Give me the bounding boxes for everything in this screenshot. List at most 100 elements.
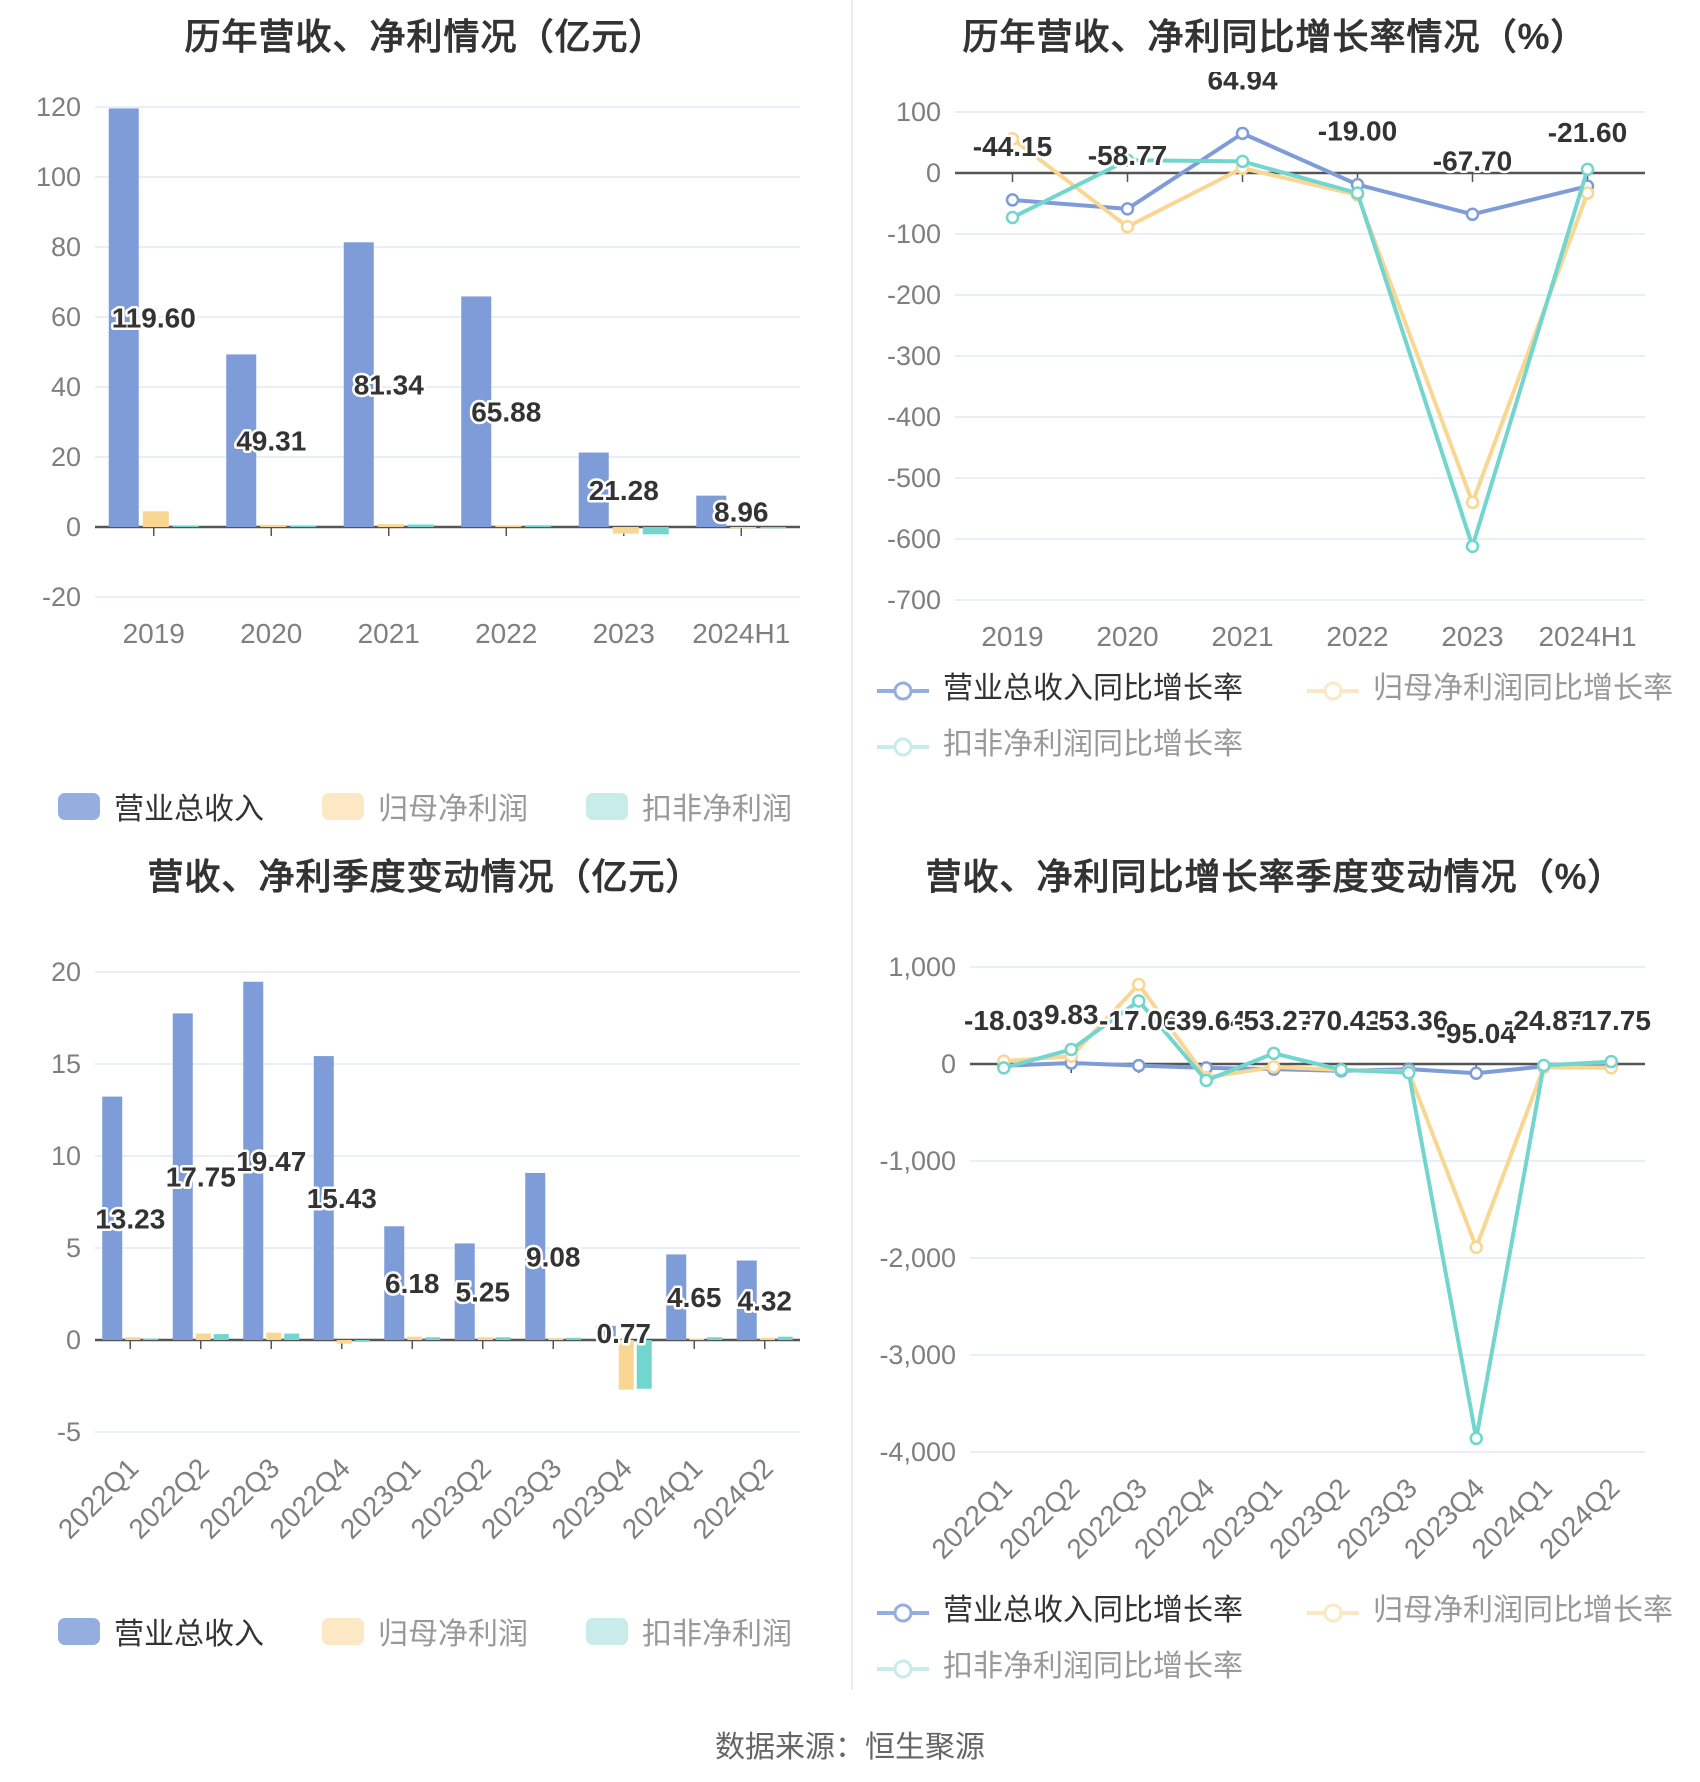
legend-label: 归母净利润 <box>378 1618 528 1651</box>
svg-text:2024H1: 2024H1 <box>692 618 790 649</box>
column-divider <box>851 0 853 1690</box>
bar-series-1 <box>125 1332 775 1390</box>
x-axis-labels: 2019 2020 2021 2022 2023 2024H1 <box>123 618 791 649</box>
gridlines-and-yticks: 20 15 10 5 0 -5 <box>51 957 800 1447</box>
svg-text:-19.00: -19.00 <box>1318 116 1397 147</box>
chart-grid: 历年营收、净利情况（亿元） 120 100 80 60 40 20 0 -20 2019 2020… <box>36 0 1700 1690</box>
legend-item-series-2[interactable]: 扣非净利润同比增长率 <box>877 719 1243 763</box>
legend-item-series-0[interactable]: 营业总收入同比增长率 <box>877 1585 1243 1629</box>
legend-swatch-icon <box>58 1617 100 1645</box>
svg-text:-500: -500 <box>887 463 941 493</box>
legend-row: 扣非净利润同比增长率 <box>877 719 1673 763</box>
svg-text:-400: -400 <box>887 402 941 432</box>
legend-label: 营业总收入 <box>114 793 264 826</box>
legend-item-series-1[interactable]: 归母净利润 <box>322 784 528 828</box>
svg-text:2020: 2020 <box>1096 621 1158 652</box>
legend-item-series-1[interactable]: 归母净利润同比增长率 <box>1307 1585 1673 1629</box>
svg-text:2024H1: 2024H1 <box>1538 621 1636 652</box>
svg-text:65.88: 65.88 <box>471 397 541 428</box>
bar-series-1 <box>142 511 757 534</box>
legend-swatch-icon <box>58 792 100 820</box>
svg-text:15: 15 <box>51 1049 81 1079</box>
svg-text:100: 100 <box>36 162 81 192</box>
legend-swatch-icon <box>322 792 364 820</box>
svg-text:0.77: 0.77 <box>597 1318 652 1349</box>
svg-text:6.18: 6.18 <box>385 1268 440 1299</box>
svg-text:4.32: 4.32 <box>738 1285 793 1316</box>
svg-text:-67.70: -67.70 <box>1433 145 1512 176</box>
x-axis-labels: 2019 2020 2021 2022 2023 2024H1 <box>981 621 1636 652</box>
bar-series-0 <box>108 108 727 528</box>
svg-text:2021: 2021 <box>358 618 420 649</box>
svg-text:60: 60 <box>51 302 81 332</box>
quarterly-revenue-profit-title: 营收、净利季度变动情况（亿元） <box>147 856 703 897</box>
yearly-growth-rate-panel: 历年营收、净利同比增长率情况（%） 100 0 -100 -200 -300 -400 -5… <box>850 0 1700 840</box>
x-axis-labels: 2022Q12022Q22022Q32022Q42023Q12023Q22023… <box>52 1452 779 1544</box>
legend-label: 归母净利润 <box>378 793 528 826</box>
legend-row: 营业总收入同比增长率 归母净利润同比增长率 <box>877 1585 1673 1629</box>
gridlines-and-yticks: 120 100 80 60 40 20 0 -20 <box>36 92 800 612</box>
legend-swatch-icon <box>586 1617 628 1645</box>
svg-text:0: 0 <box>66 1325 81 1355</box>
yearly-revenue-profit-title: 历年营收、净利情况（亿元） <box>184 16 666 57</box>
svg-text:81.34: 81.34 <box>354 370 424 401</box>
legend-item-series-1[interactable]: 归母净利润同比增长率 <box>1307 663 1673 707</box>
svg-text:8.96: 8.96 <box>714 496 769 527</box>
svg-text:40: 40 <box>51 372 81 402</box>
quarterly-revenue-profit-canvas: 20 15 10 5 0 -5 2022Q12022Q22022Q32022Q42023Q1… <box>51 957 800 1545</box>
svg-text:-24.87: -24.87 <box>1504 1005 1583 1036</box>
legend-swatch-icon <box>586 792 628 820</box>
legend-label: 营业总收入 <box>114 1618 264 1651</box>
quarterly-growth-rate-panel: 营收、净利同比增长率季度变动情况（%） 1,000 0 -1,000 -2,000 -3… <box>850 840 1700 1690</box>
svg-text:2019: 2019 <box>123 618 185 649</box>
data-source: 数据来源：恒生聚源 <box>715 1731 985 1764</box>
svg-text:0: 0 <box>66 512 81 542</box>
legend-item-series-2[interactable]: 扣非净利润 <box>586 1609 792 1653</box>
line-series-2 <box>997 994 1618 1446</box>
svg-text:2024Q2: 2024Q2 <box>687 1452 779 1544</box>
legend-line-marker-icon <box>877 737 929 757</box>
svg-text:21.28: 21.28 <box>589 475 659 506</box>
svg-text:17.75: 17.75 <box>166 1162 236 1193</box>
svg-text:64.94: 64.94 <box>1207 72 1277 95</box>
legend-swatch-icon <box>322 1617 364 1645</box>
svg-text:9.08: 9.08 <box>526 1241 581 1272</box>
svg-text:-200: -200 <box>887 280 941 310</box>
legend-label: 扣非净利润同比增长率 <box>943 1650 1243 1683</box>
svg-text:4.65: 4.65 <box>667 1282 722 1313</box>
svg-text:-1,000: -1,000 <box>879 1146 956 1176</box>
svg-text:2023: 2023 <box>593 618 655 649</box>
legend-row: 营业总收入同比增长率 归母净利润同比增长率 <box>877 663 1673 707</box>
legend-item-series-1[interactable]: 归母净利润 <box>322 1609 528 1653</box>
svg-text:-100: -100 <box>887 219 941 249</box>
bar-series-0 <box>102 981 757 1340</box>
legend-item-series-2[interactable]: 扣非净利润 <box>586 784 792 828</box>
yearly-growth-rate-canvas: 100 0 -100 -200 -300 -400 -500 -600 -700 2019 2020… <box>887 72 1645 652</box>
svg-text:2022: 2022 <box>1326 621 1388 652</box>
legend-item-series-2[interactable]: 扣非净利润同比增长率 <box>877 1641 1243 1685</box>
line-series-2 <box>1005 153 1595 554</box>
right-column: 历年营收、净利同比增长率情况（%） 100 0 -100 -200 -300 -400 -5… <box>850 0 1700 1690</box>
legend-label: 扣非净利润同比增长率 <box>943 728 1243 761</box>
svg-text:0: 0 <box>926 158 941 188</box>
legend-line-marker-icon <box>877 1659 929 1679</box>
svg-text:-70.42: -70.42 <box>1302 1005 1381 1036</box>
svg-text:0: 0 <box>941 1049 956 1079</box>
quarterly-revenue-profit-legend: 营业总收入 归母净利润 扣非净利润 <box>58 1609 792 1653</box>
svg-text:-2,000: -2,000 <box>879 1243 956 1273</box>
svg-text:-18.03: -18.03 <box>964 1005 1043 1036</box>
legend-line-marker-icon <box>1307 1603 1359 1623</box>
svg-text:-20: -20 <box>42 582 81 612</box>
legend-line-marker-icon <box>877 681 929 701</box>
svg-text:120: 120 <box>36 92 81 122</box>
svg-text:19.47: 19.47 <box>236 1146 306 1177</box>
svg-text:13.23: 13.23 <box>95 1203 165 1234</box>
quarterly-growth-rate-title: 营收、净利同比增长率季度变动情况（%） <box>925 856 1625 897</box>
svg-text:-53.27: -53.27 <box>1234 1005 1313 1036</box>
svg-text:2020: 2020 <box>240 618 302 649</box>
legend-item-series-0[interactable]: 营业总收入 <box>58 1609 264 1653</box>
bar-value-labels: 119.60 49.31 81.34 65.88 21.28 8.96 <box>109 300 771 530</box>
svg-text:2021: 2021 <box>1211 621 1273 652</box>
legend-item-series-0[interactable]: 营业总收入 <box>58 784 264 828</box>
legend-item-series-0[interactable]: 营业总收入同比增长率 <box>877 663 1243 707</box>
